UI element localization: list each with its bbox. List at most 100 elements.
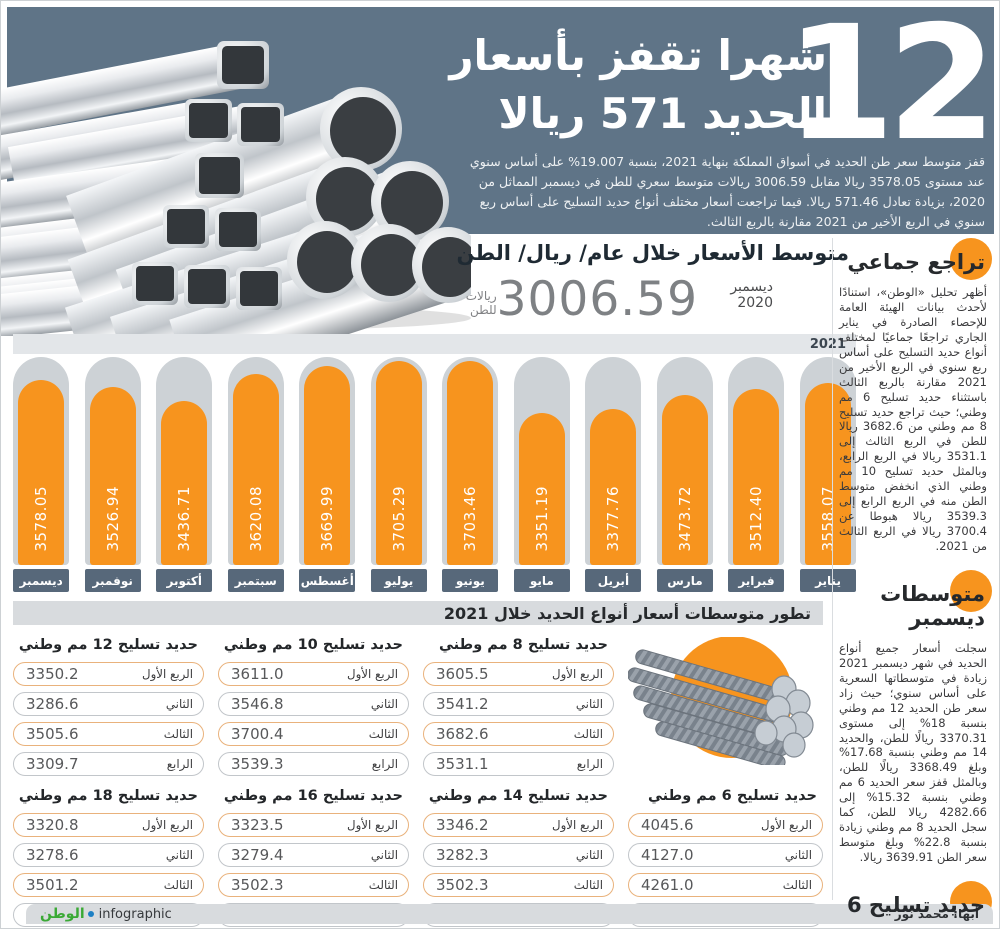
- quarter-label: الثاني: [370, 848, 398, 862]
- table-row: الثاني 3541.2: [423, 692, 614, 716]
- bar-column: 3620.08 سبتمبر: [227, 357, 284, 592]
- table-row: الثالث 3502.3: [423, 873, 614, 897]
- bar-fill: 3473.72: [661, 395, 708, 565]
- bar-track: 3351.19: [513, 357, 570, 565]
- bars-row: 3558.07 يناير 3512.40 فبراير 3473.72 مارس 3377…: [13, 357, 856, 592]
- brand-suffix: infographic: [98, 906, 172, 922]
- headline-title-line1: شهرا تقفز بأسعار: [449, 31, 827, 80]
- bar-fill: 3512.40: [733, 389, 780, 565]
- quarter-value: 3539.3: [231, 755, 284, 773]
- table-row: الثاني 3278.6: [13, 843, 204, 867]
- bar-fill: 3703.46: [447, 361, 494, 565]
- year-label: 2021: [809, 336, 846, 352]
- month-label: سبتمبر: [227, 569, 284, 592]
- section-body: أظهر تحليل «الوطن»، استنادًا لأحدث بيانا…: [839, 285, 987, 553]
- headline-big-number: 12: [785, 0, 997, 176]
- table-row: الثالث 3700.4: [218, 722, 409, 746]
- table-row: الرابع 3531.1: [423, 752, 614, 776]
- bar-value-label: 3703.46: [461, 486, 480, 552]
- table-title: حديد تسليح 8 مم وطني: [438, 637, 608, 653]
- bar-column: 3703.46 يونيو: [442, 357, 499, 592]
- quarter-value: 4045.6: [641, 816, 694, 834]
- bar-value-label: 3377.76: [604, 486, 623, 552]
- table-row: الرابع 3309.7: [13, 752, 204, 776]
- quarter-value: 4127.0: [641, 846, 694, 864]
- table-row: الثالث 3502.3: [218, 873, 409, 897]
- quarter-label: الربع الأول: [347, 667, 398, 681]
- bar-fill: 3578.05: [18, 379, 65, 565]
- table-title: حديد تسليح 12 مم وطني: [18, 637, 198, 653]
- quarter-label: الثاني: [165, 848, 193, 862]
- quarter-label: الربع الأول: [347, 818, 398, 832]
- table-row: الثاني 3546.8: [218, 692, 409, 716]
- quarter-label: الثالث: [573, 727, 603, 741]
- sidebar: تراجع جماعي أظهر تحليل «الوطن»، استنادًا …: [832, 238, 996, 928]
- bar-track: 3526.94: [84, 357, 141, 565]
- quarter-value: 3501.2: [26, 876, 79, 894]
- quarter-label: الربع الأول: [552, 667, 603, 681]
- quarter-value: 3505.6: [26, 725, 79, 743]
- month-label: يناير: [800, 569, 856, 592]
- quarter-value: 3278.6: [26, 846, 79, 864]
- quarter-label: الثاني: [575, 697, 603, 711]
- quarter-label: الربع الأول: [761, 818, 812, 832]
- bar-track: 3669.99: [299, 357, 356, 565]
- month-label: فبراير: [728, 569, 785, 592]
- quarter-label: الثاني: [575, 848, 603, 862]
- bar-value-label: 3512.40: [747, 486, 766, 552]
- quarter-label: الثالث: [782, 878, 812, 892]
- table-title: حديد تسليح 18 مم وطني: [18, 788, 198, 804]
- quarter-label: الرابع: [371, 757, 398, 771]
- brand: الوطن infographic: [40, 906, 172, 922]
- quarter-label: الثالث: [368, 878, 398, 892]
- bar-track: 3558.07: [800, 357, 856, 565]
- quarter-label: الثالث: [163, 727, 193, 741]
- table-row: الثالث 3505.6: [13, 722, 204, 746]
- price-table: حديد تسليح 10 مم وطني الربع الأول 3611.0 ال…: [218, 637, 409, 776]
- quarter-value: 3279.4: [231, 846, 284, 864]
- quarter-value: 3611.0: [231, 665, 284, 683]
- bar-value-label: 3526.94: [103, 486, 122, 552]
- year-strip: 2021: [13, 334, 856, 354]
- quarter-label: الربع الأول: [552, 818, 603, 832]
- quarter-label: الثالث: [368, 727, 398, 741]
- baseline-unit: ريالات للطن: [465, 289, 497, 317]
- logo-dot-icon: [87, 911, 94, 917]
- section-accent-circle: [950, 569, 992, 612]
- bar-fill: 3669.99: [304, 366, 351, 565]
- table-row: الثالث 4261.0: [628, 873, 823, 897]
- baseline-row: ديسمبر 2020 3006.59 ريالات للطن: [441, 267, 773, 323]
- headline-title: شهرا تقفز بأسعار الحديد 571 ريالا: [449, 27, 827, 143]
- table-row: الربع الأول 3350.2: [13, 662, 204, 686]
- bar-fill: 3377.76: [590, 409, 637, 565]
- quarter-value: 3323.5: [231, 816, 284, 834]
- baseline-value: 3006.59: [496, 272, 698, 327]
- quarter-value: 3346.2: [436, 816, 489, 834]
- table-title: حديد تسليح 6 مم وطني: [647, 788, 817, 804]
- quarter-value: 3700.4: [231, 725, 284, 743]
- tables-grid: حديد تسليح 8 مم وطني الربع الأول 3605.5 الث…: [13, 636, 823, 927]
- intro-paragraph: قفز متوسط سعر طن الحديد في أسواق المملكة…: [469, 154, 985, 230]
- month-label: أغسطس: [299, 569, 356, 592]
- month-label: نوفمبر: [84, 569, 141, 592]
- quarter-value: 3320.8: [26, 816, 79, 834]
- quarter-label: الثاني: [370, 697, 398, 711]
- quarter-value: 3502.3: [436, 876, 489, 894]
- sidebar-section: تراجع جماعي أظهر تحليل «الوطن»، استنادًا …: [839, 238, 992, 554]
- bar-track: 3578.05: [13, 357, 70, 565]
- table-title: حديد تسليح 16 مم وطني: [223, 788, 403, 804]
- bar-track: 3620.08: [227, 357, 284, 565]
- bar-column: 3705.29 يوليو: [370, 357, 427, 592]
- price-table: حديد تسليح 12 مم وطني الربع الأول 3350.2 ال…: [13, 637, 204, 776]
- bar-fill: 3351.19: [518, 413, 565, 565]
- section-accent-circle: [950, 238, 992, 280]
- bar-track: 3377.76: [585, 357, 642, 565]
- table-row: الثاني 4127.0: [628, 843, 823, 867]
- table-row: الثالث 3501.2: [13, 873, 204, 897]
- table-row: الربع الأول 3605.5: [423, 662, 614, 686]
- month-label: مارس: [656, 569, 713, 592]
- quarter-label: الثاني: [784, 848, 812, 862]
- bar-value-label: 3620.08: [246, 486, 265, 552]
- table-title: حديد تسليح 14 مم وطني: [428, 788, 608, 804]
